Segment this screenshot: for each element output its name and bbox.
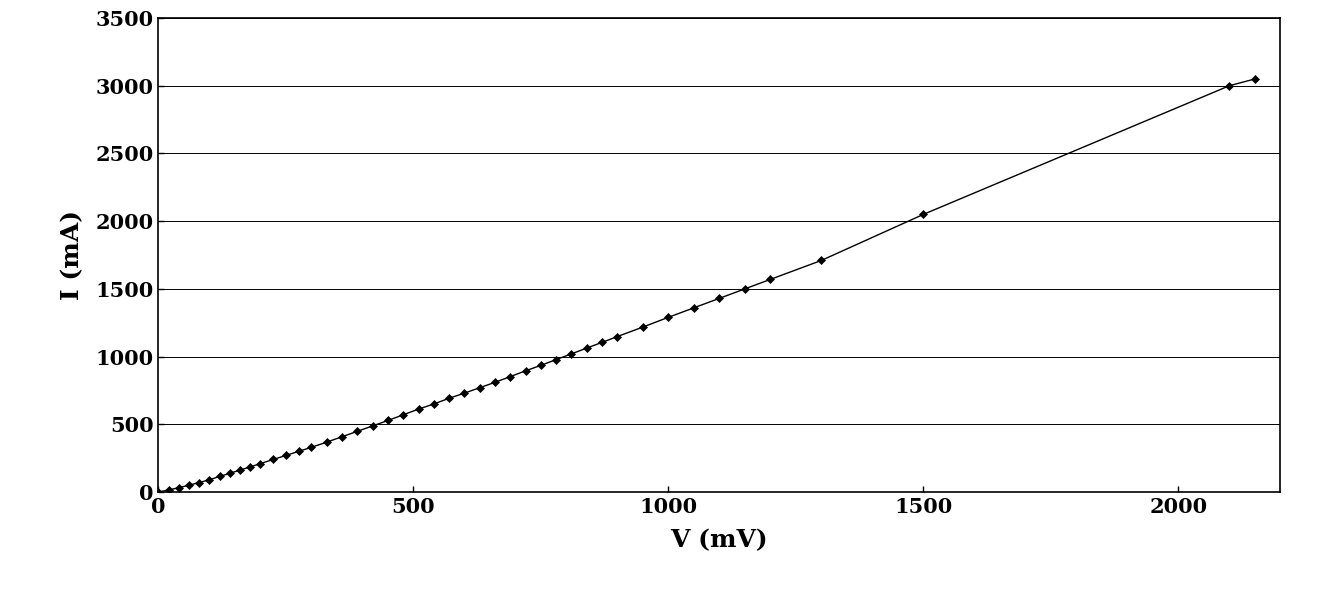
- Y-axis label: I (mA): I (mA): [61, 210, 84, 300]
- X-axis label: V (mV): V (mV): [671, 528, 768, 552]
